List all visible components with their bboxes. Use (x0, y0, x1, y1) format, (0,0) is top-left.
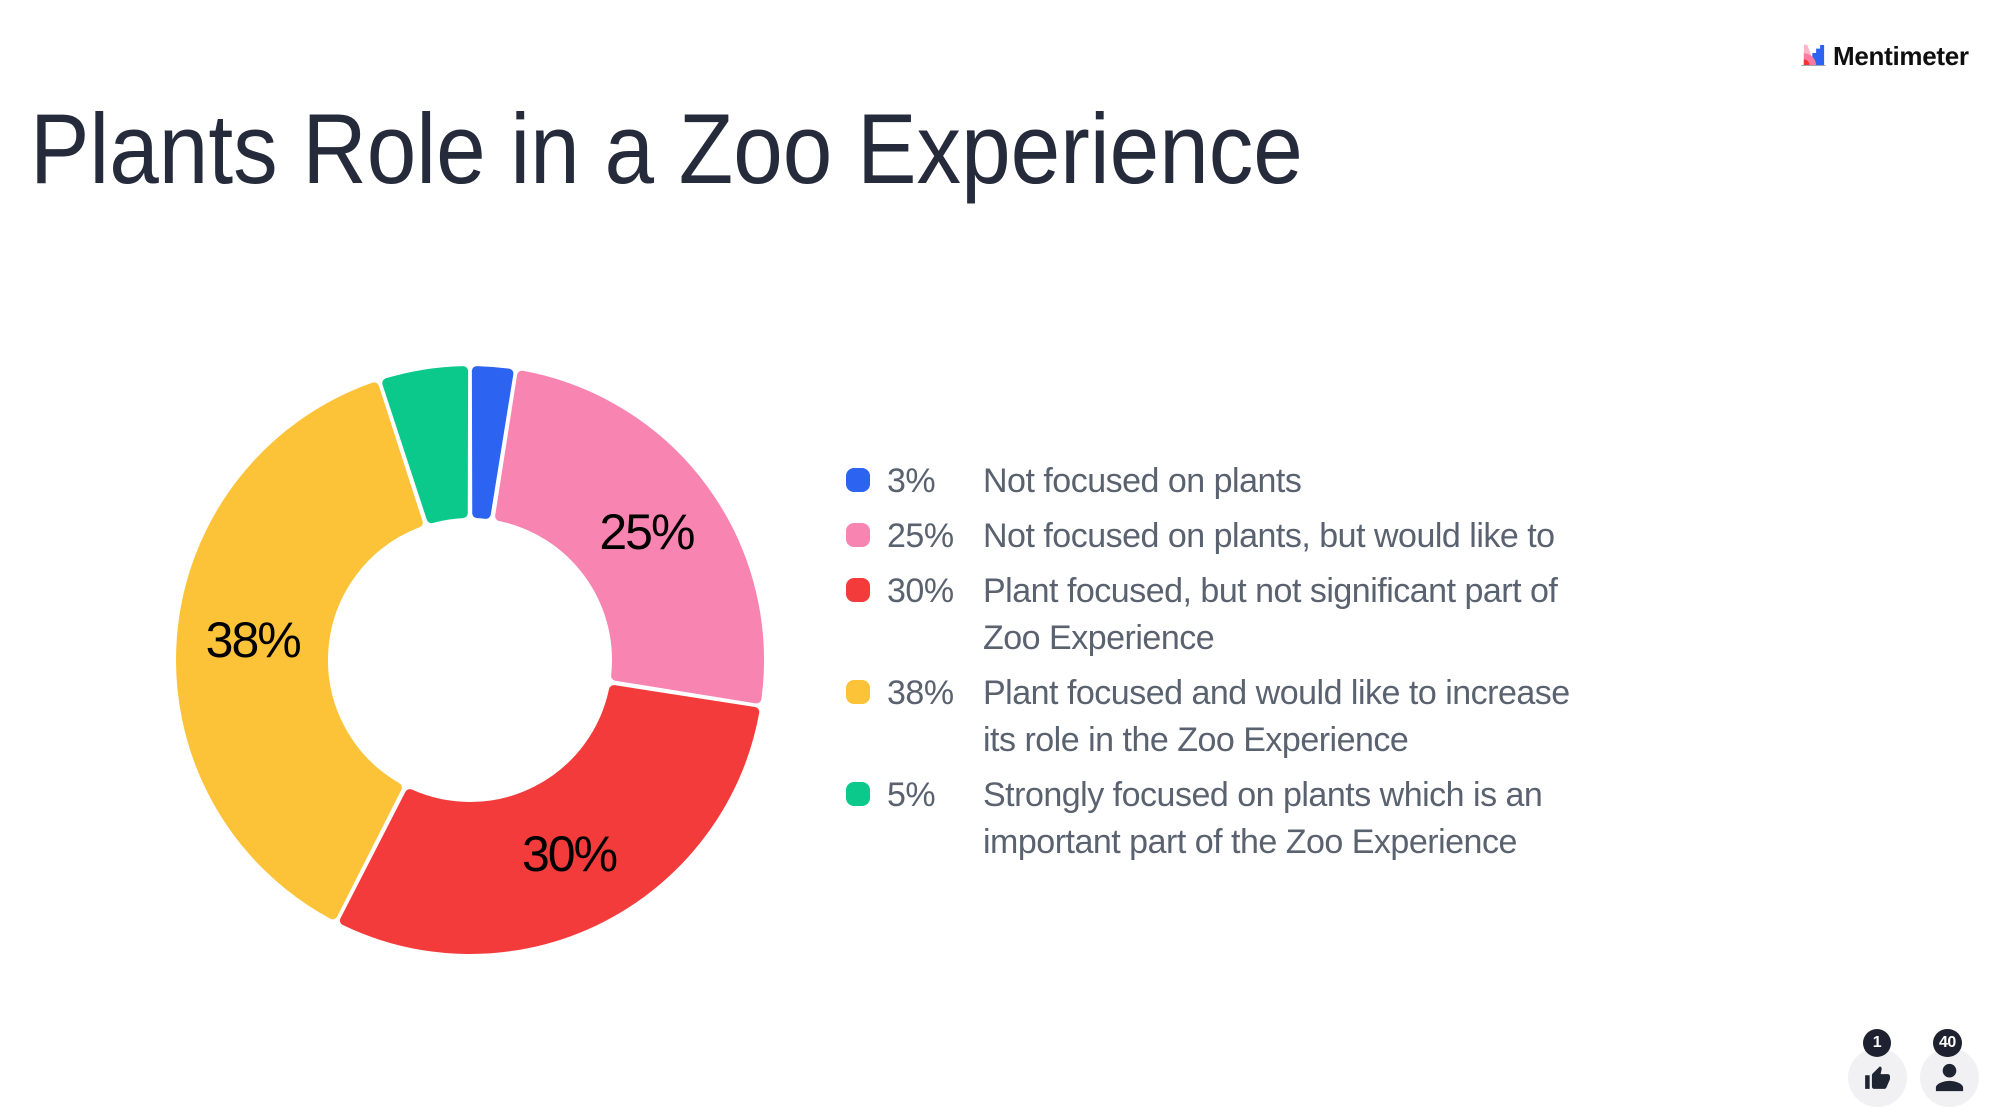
svg-text:30%: 30% (522, 826, 617, 882)
svg-text:25%: 25% (599, 504, 694, 560)
svg-text:38%: 38% (206, 612, 301, 668)
